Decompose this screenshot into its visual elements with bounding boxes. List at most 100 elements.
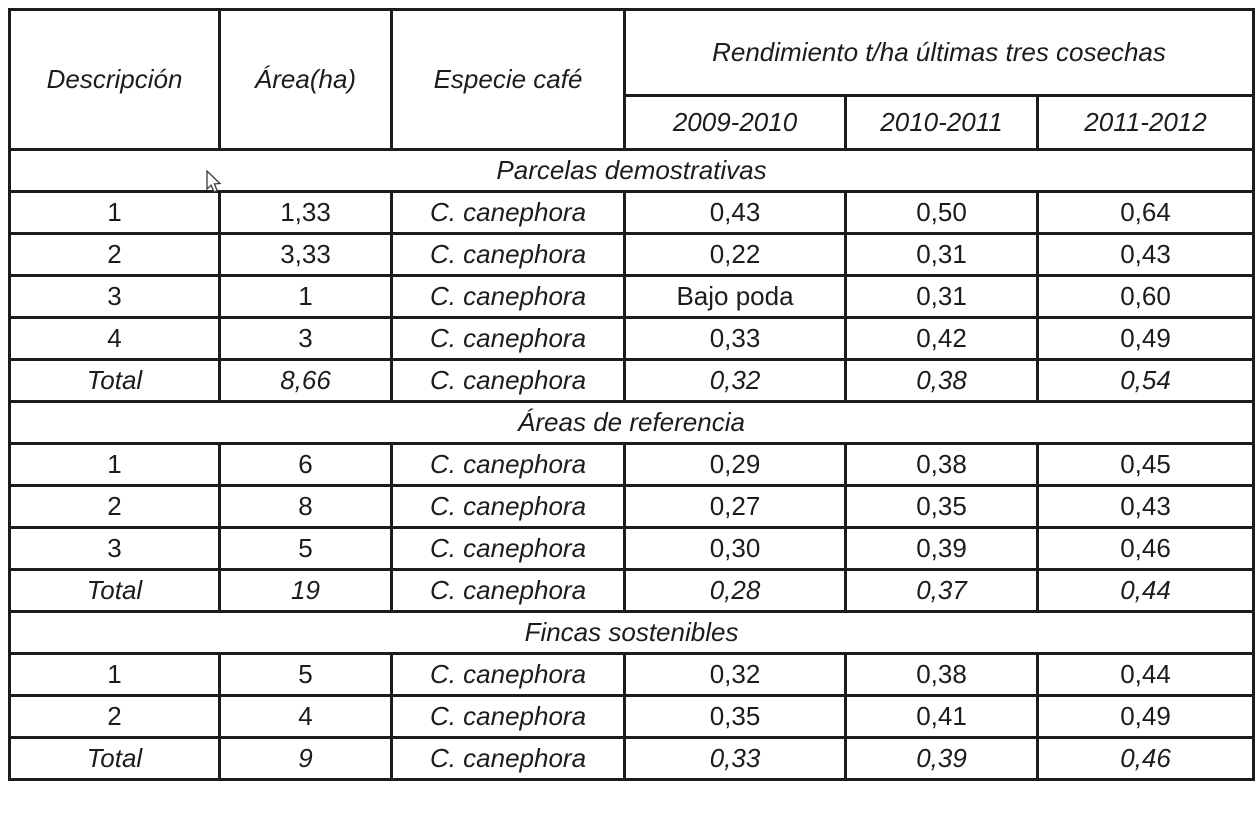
section-header-row: Áreas de referencia — [7, 400, 1256, 445]
cell-2010-2011: 0,38 — [844, 358, 1039, 403]
cell-especie: C. canephora — [390, 358, 626, 403]
table-row: 1 6 C. canephora 0,29 0,38 0,45 — [8, 442, 1256, 487]
cell-descripcion: 3 — [8, 274, 221, 319]
cell-2009-2010: 0,30 — [623, 526, 847, 571]
cell-2009-2010: 0,32 — [623, 358, 847, 403]
table-row: 3 1 C. canephora Bajo poda 0,31 0,60 — [8, 274, 1256, 319]
cell-area: 8 — [218, 484, 393, 529]
column-header-descripcion: Descripción — [8, 8, 221, 151]
cell-2011-2012: 0,44 — [1035, 568, 1256, 613]
cell-especie: C. canephora — [390, 568, 626, 613]
section-title: Parcelas demostrativas — [7, 148, 1256, 193]
cell-area: 4 — [218, 694, 393, 739]
cell-2011-2012: 0,43 — [1035, 484, 1256, 529]
cell-2010-2011: 0,50 — [844, 190, 1039, 235]
cell-2009-2010: 0,43 — [623, 190, 847, 235]
cell-2010-2011: 0,39 — [844, 736, 1039, 781]
cell-2009-2010: 0,22 — [623, 232, 847, 277]
cell-area: 1 — [218, 274, 393, 319]
column-header-especie: Especie café — [390, 8, 626, 151]
cell-2011-2012: 0,46 — [1035, 736, 1256, 781]
cell-especie: C. canephora — [390, 736, 626, 781]
cell-area: 3 — [218, 316, 393, 361]
section-title: Áreas de referencia — [7, 400, 1256, 445]
cell-descripcion: 1 — [8, 652, 221, 697]
cell-especie: C. canephora — [390, 316, 626, 361]
cell-2009-2010: 0,28 — [623, 568, 847, 613]
cell-area: 5 — [218, 652, 393, 697]
cell-descripcion: 2 — [8, 484, 221, 529]
cell-descripcion: 2 — [8, 232, 221, 277]
cell-2011-2012: 0,44 — [1035, 652, 1256, 697]
cell-2009-2010: 0,33 — [623, 736, 847, 781]
table-body: Parcelas demostrativas 1 1,33 C. canephora 0… — [7, 148, 1256, 781]
cell-area: 8,66 — [218, 358, 393, 403]
cell-especie: C. canephora — [390, 442, 626, 487]
cell-descripcion: Total — [8, 568, 221, 613]
total-row: Total 9 C. canephora 0,33 0,39 0,46 — [8, 736, 1256, 781]
cell-2009-2010: Bajo poda — [623, 274, 847, 319]
column-header-rendimiento-group: Rendimiento t/ha últimas tres cosechas — [622, 8, 1256, 97]
column-header-area: Área(ha) — [218, 8, 393, 151]
cell-descripcion: Total — [8, 358, 221, 403]
column-header-2011-2012: 2011-2012 — [1035, 94, 1256, 151]
cell-descripcion: 3 — [8, 526, 221, 571]
cell-area: 1,33 — [218, 190, 393, 235]
cell-descripcion: 4 — [8, 316, 221, 361]
cell-descripcion: 1 — [8, 442, 221, 487]
header-row-years: 2009-2010 2010-2011 2011-2012 — [10, 94, 1256, 151]
cell-2011-2012: 0,45 — [1035, 442, 1256, 487]
cell-area: 5 — [218, 526, 393, 571]
cell-2011-2012: 0,54 — [1035, 358, 1256, 403]
cell-2010-2011: 0,41 — [844, 694, 1039, 739]
table-row: 1 1,33 C. canephora 0,43 0,50 0,64 — [8, 190, 1256, 235]
cell-2009-2010: 0,32 — [623, 652, 847, 697]
cell-2010-2011: 0,35 — [844, 484, 1039, 529]
cell-especie: C. canephora — [390, 232, 626, 277]
cell-area: 19 — [218, 568, 393, 613]
cell-2010-2011: 0,31 — [844, 274, 1039, 319]
cell-2011-2012: 0,49 — [1035, 694, 1256, 739]
table-row: 2 4 C. canephora 0,35 0,41 0,49 — [8, 694, 1256, 739]
cell-area: 6 — [218, 442, 393, 487]
cell-descripcion: 2 — [8, 694, 221, 739]
cell-2010-2011: 0,38 — [844, 442, 1039, 487]
header-row-main: Descripción Área(ha) Especie café Rendim… — [8, 8, 1256, 151]
cell-2010-2011: 0,31 — [844, 232, 1039, 277]
cell-2009-2010: 0,33 — [623, 316, 847, 361]
column-header-2009-2010: 2009-2010 — [623, 94, 847, 151]
table-row: 2 3,33 C. canephora 0,22 0,31 0,43 — [8, 232, 1256, 277]
total-row: Total 19 C. canephora 0,28 0,37 0,44 — [8, 568, 1256, 613]
cell-2011-2012: 0,60 — [1035, 274, 1256, 319]
table-row: 2 8 C. canephora 0,27 0,35 0,43 — [8, 484, 1256, 529]
cell-2010-2011: 0,38 — [844, 652, 1039, 697]
cell-2011-2012: 0,46 — [1035, 526, 1256, 571]
section-header-row: Parcelas demostrativas — [7, 148, 1256, 193]
cell-2011-2012: 0,43 — [1035, 232, 1256, 277]
section-title: Fincas sostenibles — [7, 610, 1256, 655]
cell-especie: C. canephora — [390, 484, 626, 529]
cell-2011-2012: 0,49 — [1035, 316, 1256, 361]
cell-descripcion: Total — [8, 736, 221, 781]
table-row: 3 5 C. canephora 0,30 0,39 0,46 — [8, 526, 1256, 571]
column-header-2010-2011: 2010-2011 — [844, 94, 1039, 151]
cell-2009-2010: 0,29 — [623, 442, 847, 487]
yield-table: Descripción Área(ha) Especie café Rendim… — [7, 8, 1256, 781]
cell-especie: C. canephora — [390, 190, 626, 235]
cell-especie: C. canephora — [390, 652, 626, 697]
cell-2009-2010: 0,27 — [623, 484, 847, 529]
table-row: 1 5 C. canephora 0,32 0,38 0,44 — [8, 652, 1256, 697]
total-row: Total 8,66 C. canephora 0,32 0,38 0,54 — [8, 358, 1256, 403]
cell-2010-2011: 0,37 — [844, 568, 1039, 613]
cell-2010-2011: 0,39 — [844, 526, 1039, 571]
cell-especie: C. canephora — [390, 526, 626, 571]
cell-especie: C. canephora — [390, 694, 626, 739]
cell-descripcion: 1 — [8, 190, 221, 235]
cell-2011-2012: 0,64 — [1035, 190, 1256, 235]
section-header-row: Fincas sostenibles — [7, 610, 1256, 655]
table-row: 4 3 C. canephora 0,33 0,42 0,49 — [8, 316, 1256, 361]
cell-2009-2010: 0,35 — [623, 694, 847, 739]
cell-area: 3,33 — [218, 232, 393, 277]
cell-2010-2011: 0,42 — [844, 316, 1039, 361]
